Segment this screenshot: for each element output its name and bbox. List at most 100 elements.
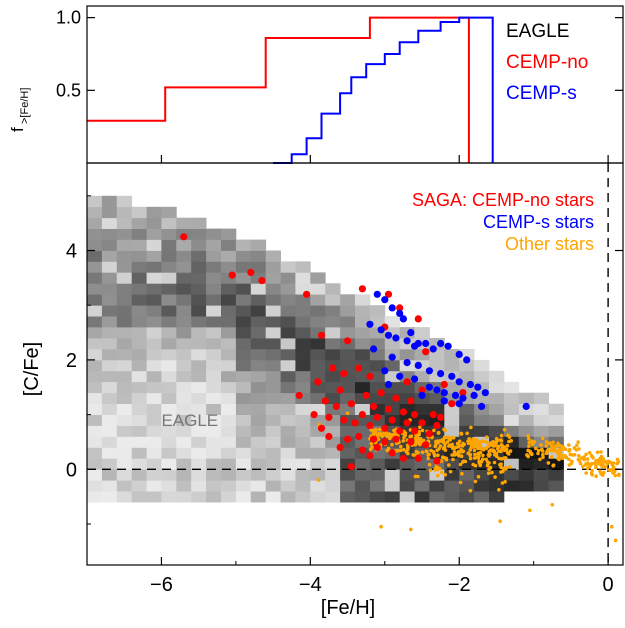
cemp-s-point bbox=[418, 391, 426, 399]
other-star-point bbox=[584, 452, 588, 457]
density-cell bbox=[280, 327, 296, 339]
density-cell bbox=[116, 458, 133, 470]
other-star-point bbox=[613, 473, 617, 478]
density-cell bbox=[340, 491, 356, 503]
other-star-point bbox=[590, 469, 594, 473]
density-cell bbox=[131, 480, 147, 492]
density-cell bbox=[101, 228, 118, 240]
cemp-no-point bbox=[388, 449, 396, 457]
density-cell bbox=[146, 239, 162, 251]
density-cell bbox=[101, 458, 118, 470]
density-cell bbox=[444, 458, 460, 470]
cemp-no-point bbox=[362, 391, 370, 399]
density-cell bbox=[235, 349, 252, 361]
other-star-point bbox=[545, 449, 549, 453]
other-star-point bbox=[484, 457, 489, 462]
other-star-point bbox=[557, 447, 562, 452]
density-cell bbox=[369, 370, 386, 383]
density-cell bbox=[459, 414, 475, 426]
cemp-no-point bbox=[399, 454, 407, 462]
density-cell bbox=[191, 283, 207, 295]
other-star-point bbox=[437, 466, 442, 471]
cemp-no-point bbox=[310, 411, 318, 419]
density-cell bbox=[146, 425, 162, 437]
cemp-no-point bbox=[418, 386, 426, 394]
other-star-point bbox=[530, 439, 534, 443]
density-cell bbox=[414, 480, 430, 492]
density-cell bbox=[399, 458, 415, 470]
cemp-no-point bbox=[325, 413, 333, 421]
density-cell bbox=[355, 436, 371, 448]
cemp-s-point bbox=[425, 367, 433, 375]
density-cell bbox=[191, 436, 207, 448]
density-cell bbox=[161, 228, 177, 240]
density-cell bbox=[429, 349, 445, 361]
density-cell bbox=[116, 436, 133, 448]
density-cell bbox=[533, 447, 549, 459]
density-cell bbox=[444, 403, 460, 415]
density-cell bbox=[87, 305, 103, 317]
density-cell bbox=[250, 480, 267, 492]
density-cell bbox=[444, 469, 460, 481]
density-cell bbox=[518, 392, 535, 404]
other-star-point bbox=[540, 449, 545, 453]
density-cell bbox=[87, 425, 103, 437]
density-cell bbox=[280, 392, 296, 404]
density-cell bbox=[250, 294, 267, 306]
density-cell bbox=[161, 447, 177, 459]
density-cell bbox=[131, 392, 147, 404]
cemp-s-point bbox=[481, 389, 489, 397]
other-star-point bbox=[491, 448, 495, 453]
density-cell bbox=[369, 480, 386, 492]
density-cell bbox=[489, 491, 505, 503]
density-cell bbox=[474, 458, 490, 470]
other-star-point bbox=[487, 443, 492, 447]
cemp-no-point bbox=[407, 397, 415, 405]
other-star-point bbox=[526, 454, 530, 459]
other-star-point bbox=[495, 438, 500, 443]
density-cell bbox=[146, 414, 162, 426]
density-cell bbox=[533, 480, 549, 492]
density-cell bbox=[295, 305, 311, 317]
density-cell bbox=[325, 338, 341, 350]
other-star-point bbox=[526, 448, 530, 453]
other-star-point bbox=[585, 466, 590, 471]
density-cell bbox=[459, 349, 475, 361]
density-cell bbox=[191, 338, 207, 350]
cemp-no-point bbox=[347, 463, 355, 471]
density-cell bbox=[235, 458, 252, 470]
density-cell bbox=[533, 458, 549, 470]
cemp-no-point bbox=[403, 419, 411, 427]
other-star-point bbox=[487, 449, 492, 454]
cemp-s-point bbox=[455, 378, 463, 386]
density-cell bbox=[355, 480, 371, 492]
density-cell bbox=[161, 272, 177, 284]
cemp-s-point bbox=[463, 356, 471, 364]
density-cell bbox=[355, 425, 371, 437]
density-cell bbox=[295, 316, 311, 328]
density-cell bbox=[265, 283, 281, 295]
density-cell bbox=[235, 294, 252, 306]
density-cell bbox=[280, 283, 296, 295]
other-star-point bbox=[549, 444, 554, 448]
density-cell bbox=[459, 491, 475, 503]
density-cell bbox=[116, 239, 133, 251]
density-cell bbox=[206, 239, 222, 251]
density-cell bbox=[221, 447, 237, 459]
density-cell bbox=[250, 261, 267, 273]
density-cell bbox=[131, 447, 147, 459]
other-star-point bbox=[441, 446, 446, 451]
other-star-point bbox=[445, 435, 449, 440]
density-cell bbox=[146, 316, 162, 328]
other-star-point bbox=[607, 467, 612, 472]
density-cell bbox=[444, 480, 460, 492]
other-star-point bbox=[418, 436, 423, 441]
density-cell bbox=[235, 305, 252, 317]
other-star-point bbox=[369, 441, 374, 446]
density-cell bbox=[235, 338, 252, 350]
density-cell bbox=[355, 392, 371, 404]
other-star-point bbox=[550, 503, 555, 507]
density-cell bbox=[518, 458, 535, 470]
other-star-point bbox=[560, 445, 564, 449]
density-cell bbox=[474, 414, 490, 426]
